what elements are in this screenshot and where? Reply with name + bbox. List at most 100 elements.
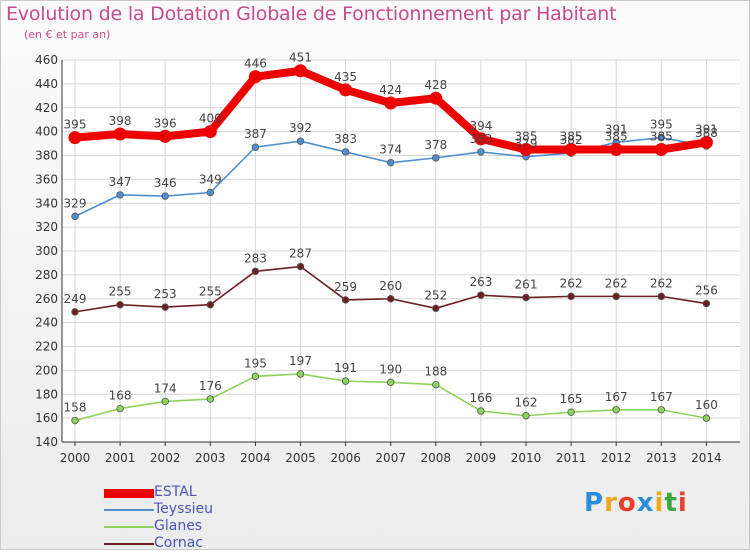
data-point (339, 83, 353, 97)
data-label: 346 (154, 176, 177, 190)
data-label: 168 (109, 389, 132, 403)
data-point (251, 143, 260, 151)
data-label: 176 (199, 379, 222, 393)
legend-item: ESTAL (104, 484, 324, 501)
data-point (206, 188, 214, 197)
legend-swatch (104, 488, 154, 498)
data-label: 347 (109, 175, 132, 189)
data-point (116, 301, 124, 309)
logo-letter: r (604, 488, 618, 518)
data-label: 400 (199, 112, 222, 126)
x-tick-label: 2009 (466, 451, 497, 465)
data-label: 249 (64, 292, 87, 306)
data-point (657, 133, 665, 142)
data-point (341, 148, 350, 156)
data-point (251, 267, 260, 275)
data-point (71, 308, 79, 316)
data-label: 252 (424, 288, 447, 302)
data-point (609, 143, 623, 157)
data-label: 392 (289, 121, 312, 135)
x-tick-label: 2012 (601, 451, 632, 465)
data-point (294, 64, 307, 78)
data-point (341, 377, 350, 385)
data-point (206, 301, 214, 309)
y-tick-label: 400 (35, 125, 58, 139)
data-label: 385 (605, 130, 628, 144)
data-point (522, 293, 530, 302)
y-tick-label: 360 (35, 172, 58, 186)
y-tick-label: 260 (35, 292, 58, 306)
data-point (384, 96, 398, 110)
x-tick-label: 2014 (691, 451, 722, 465)
data-label: 262 (650, 276, 673, 290)
data-point (341, 296, 350, 304)
data-label: 256 (695, 284, 718, 298)
logo-letter: i (654, 488, 665, 518)
chart-title: Evolution de la Dotation Globale de Fonc… (6, 3, 617, 25)
x-tick-label: 2001 (105, 451, 136, 465)
y-tick-label: 200 (35, 363, 58, 377)
data-point (158, 129, 172, 143)
x-tick-label: 2006 (330, 451, 361, 465)
data-point (432, 304, 440, 312)
logo-letter: P (584, 488, 605, 518)
data-point (702, 299, 711, 308)
legend-item: Glanes (104, 518, 324, 535)
data-label: 255 (109, 285, 132, 299)
data-label: 287 (289, 247, 312, 261)
data-point (567, 408, 575, 416)
data-label: 385 (560, 130, 583, 144)
data-point (657, 292, 665, 301)
data-label: 195 (244, 356, 267, 370)
data-label: 259 (334, 280, 357, 294)
data-label: 167 (650, 390, 673, 404)
proxiti-logo: Proxiti (584, 488, 688, 518)
data-point (203, 125, 217, 139)
data-point (296, 370, 305, 378)
y-tick-label: 380 (35, 149, 58, 163)
data-label: 379 (515, 137, 538, 151)
data-label: 435 (334, 70, 357, 84)
data-label: 165 (560, 392, 583, 406)
data-point (477, 148, 485, 156)
data-point (567, 292, 575, 301)
data-point (702, 414, 711, 422)
data-label: 388 (695, 126, 718, 140)
data-label: 382 (560, 133, 583, 147)
legend-label: Glanes (154, 518, 203, 534)
data-label: 262 (560, 276, 583, 290)
logo-letter: i (677, 488, 688, 518)
data-point (161, 303, 169, 311)
data-label: 385 (515, 130, 538, 144)
data-point (161, 192, 169, 200)
legend-swatch (104, 509, 154, 511)
data-point (116, 404, 124, 413)
data-point (387, 378, 395, 387)
data-point (71, 212, 79, 221)
data-point (477, 291, 485, 299)
data-point (474, 132, 488, 146)
data-point (699, 135, 713, 149)
data-point (161, 397, 169, 406)
y-tick-label: 280 (35, 268, 58, 282)
data-label: 395 (64, 118, 87, 132)
data-label: 396 (154, 116, 177, 130)
x-tick-label: 2000 (60, 451, 91, 465)
data-point (248, 70, 262, 84)
y-tick-label: 340 (35, 196, 58, 210)
data-point (519, 143, 533, 157)
data-point (477, 407, 485, 415)
data-point (654, 143, 668, 157)
x-tick-label: 2007 (375, 451, 406, 465)
data-point (612, 292, 620, 301)
data-label: 263 (469, 275, 492, 289)
x-tick-label: 2011 (556, 451, 587, 465)
x-tick-label: 2005 (285, 451, 316, 465)
data-label: 158 (64, 401, 87, 415)
data-label: 383 (469, 132, 492, 146)
legend-label: Cornac (154, 535, 203, 551)
y-tick-label: 240 (35, 316, 58, 330)
data-label: 262 (605, 276, 628, 290)
data-point (522, 412, 530, 420)
